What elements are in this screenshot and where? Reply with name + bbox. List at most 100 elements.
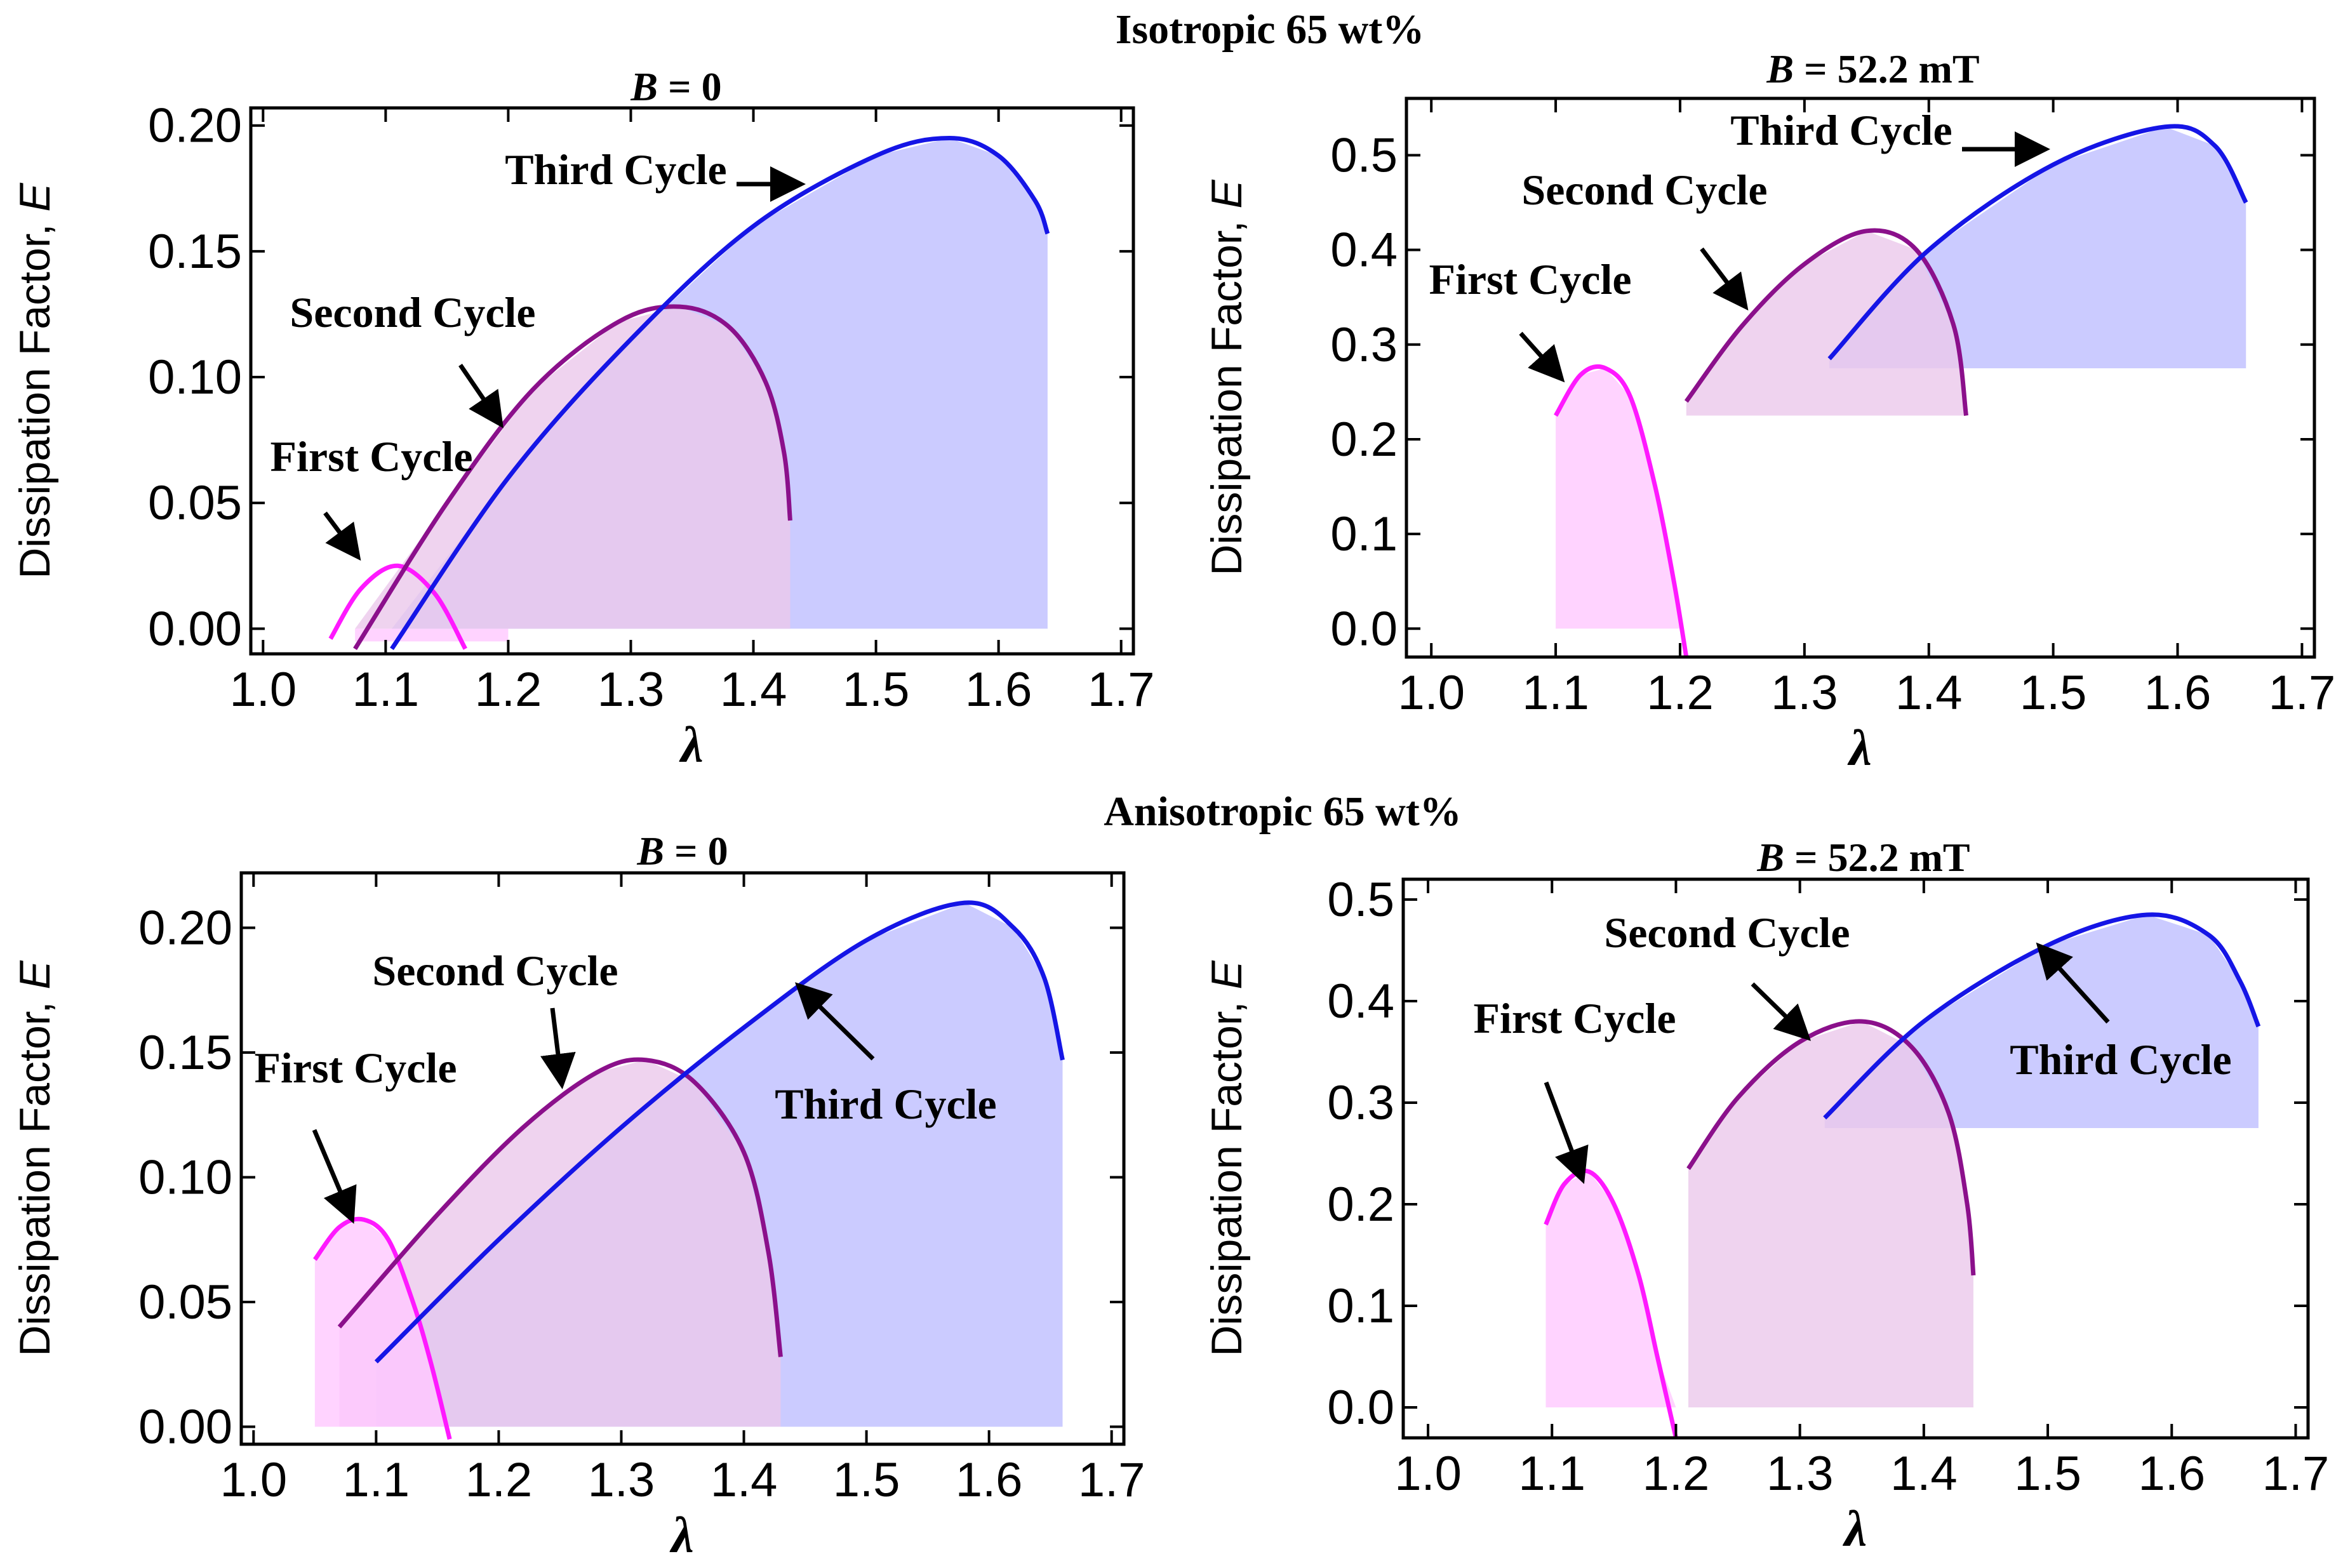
x-tick-label: 1.7 — [1088, 663, 1155, 717]
x-tick-label: 1.0 — [1398, 666, 1465, 720]
x-tick-label: 1.3 — [597, 663, 665, 717]
chart-title: B = 52.2 mT — [1766, 46, 1979, 91]
plot-area — [312, 900, 1065, 1440]
x-tick-label: 1.7 — [2262, 1447, 2330, 1501]
line-second-cycle — [1686, 1019, 1976, 1276]
row-title-isotropic: Isotropic 65 wt% — [1116, 6, 1424, 53]
fill-second-cycle — [339, 1060, 781, 1427]
y-tick-label: 0.10 — [148, 350, 242, 404]
y-tick-label: 0.1 — [1327, 1279, 1394, 1333]
y-tick-label: 0.05 — [148, 476, 242, 530]
annotation-label: First Cycle — [1473, 994, 1676, 1042]
plot-area — [1554, 124, 2248, 657]
x-tick-label: 1.0 — [220, 1453, 287, 1507]
x-tick-label: 1.0 — [1394, 1447, 1462, 1501]
line-first-cycle — [312, 1216, 452, 1440]
y-tick-label: 0.3 — [1330, 318, 1398, 372]
y-tick-label: 0.5 — [1327, 873, 1394, 927]
x-tick-label: 1.0 — [229, 663, 297, 717]
x-tick-label: 1.7 — [1078, 1453, 1145, 1507]
annotation-arrow — [795, 982, 875, 1061]
annotation-label: First Cycle — [1429, 255, 1631, 303]
y-tick-label: 0.05 — [138, 1275, 232, 1329]
x-tick-label: 1.4 — [720, 663, 787, 717]
annotation-arrow — [458, 364, 504, 429]
plot-area — [328, 136, 1050, 651]
x-tick-label: 1.3 — [1771, 666, 1838, 720]
plot-frame — [1401, 877, 2310, 1440]
annotation-arrow — [1751, 982, 1812, 1041]
annotation-label: Third Cycle — [505, 145, 726, 194]
annotation-arrow — [312, 1129, 357, 1224]
chart-anisotropic-b52: 1.0 1.1 1.2 1.3 1.4 1.5 1.6 1.7 0.0 0.1 0.2 0.3 0.4 0… — [1203, 835, 2329, 1557]
fill-second-cycle — [1688, 1021, 1973, 1407]
x-tick-label: 1.1 — [1522, 666, 1589, 720]
annotation-arrow — [2036, 942, 2110, 1024]
x-axis-label: λ — [1843, 1501, 1867, 1557]
x-tick-label: 1.1 — [352, 663, 420, 717]
y-tick-label: 0.1 — [1330, 507, 1398, 561]
y-tick-label: 0.0 — [1327, 1381, 1394, 1435]
y-tick-label: 0.15 — [138, 1026, 232, 1080]
annotation-label: First Cycle — [254, 1044, 457, 1092]
y-axis-label: Dissipation Factor, E — [11, 183, 59, 579]
x-tick-label: 1.6 — [965, 663, 1032, 717]
fill-second-cycle — [1686, 230, 1966, 416]
y-tick-label: 0.00 — [148, 602, 242, 656]
line-third-cycle — [374, 900, 1065, 1364]
chart-title: B = 0 — [636, 828, 728, 874]
x-tick-label: 1.5 — [833, 1453, 900, 1507]
fill-first-cycle — [355, 628, 509, 642]
x-tick-label: 1.5 — [2014, 1447, 2081, 1501]
y-tick-label: 0.00 — [138, 1400, 232, 1454]
row-title-anisotropic: Anisotropic 65 wt% — [1104, 788, 1461, 835]
chart-title: B = 0 — [630, 64, 721, 109]
annotation-arrow — [540, 1007, 576, 1089]
y-axis-label: Dissipation Factor, E — [11, 960, 59, 1357]
fill-first-cycle — [1556, 368, 1680, 629]
x-tick-label: 1.4 — [711, 1453, 778, 1507]
annotation-arrow — [1700, 247, 1749, 311]
plot-frame — [1405, 96, 2316, 659]
chart-isotropic-b0: 1.0 1.1 1.2 1.3 1.4 1.5 1.6 1.7 0.00 0.05 0.10 0.15… — [11, 64, 1155, 773]
line-first-cycle — [328, 563, 467, 650]
y-axis-label: Dissipation Factor, E — [1203, 960, 1251, 1357]
y-tick-label: 0.2 — [1327, 1178, 1394, 1232]
y-tick-label: 0.15 — [148, 225, 242, 279]
chart-title: B = 52.2 mT — [1756, 835, 1970, 880]
plot-frame — [249, 106, 1135, 656]
line-second-cycle — [353, 304, 792, 650]
annotation-label: Third Cycle — [2010, 1035, 2231, 1084]
x-tick-label: 1.1 — [1518, 1447, 1585, 1501]
y-tick-label: 0.4 — [1327, 974, 1394, 1028]
annotation-arrow — [1544, 1081, 1589, 1185]
chart-anisotropic-b0: 1.0 1.1 1.2 1.3 1.4 1.5 1.6 1.7 0.00 0.05 0.10 0.15… — [11, 828, 1145, 1564]
annotation-arrow — [1519, 331, 1565, 383]
x-axis-label: λ — [679, 717, 704, 773]
x-tick-label: 1.6 — [956, 1453, 1023, 1507]
line-third-cycle — [1827, 124, 2248, 361]
x-tick-label: 1.6 — [2138, 1447, 2205, 1501]
x-tick-label: 1.6 — [2144, 666, 2212, 720]
x-tick-label: 1.2 — [1643, 1447, 1710, 1501]
line-second-cycle — [1684, 228, 1968, 416]
y-tick-label: 0.5 — [1330, 128, 1398, 182]
x-tick-label: 1.1 — [343, 1453, 410, 1507]
line-third-cycle — [390, 136, 1050, 651]
y-tick-label: 0.2 — [1330, 413, 1398, 467]
annotation-label: Third Cycle — [1730, 106, 1952, 154]
y-tick-label: 0.10 — [138, 1150, 232, 1204]
x-tick-label: 1.3 — [1766, 1447, 1834, 1501]
x-axis-label: λ — [669, 1508, 694, 1564]
annotation-label: Second Cycle — [1521, 166, 1767, 214]
x-tick-label: 1.2 — [465, 1453, 533, 1507]
y-axis-label: Dissipation Factor, E — [1203, 180, 1251, 576]
y-tick-label: 0.0 — [1330, 602, 1398, 656]
x-tick-label: 1.7 — [2269, 666, 2336, 720]
fill-first-cycle — [314, 1219, 450, 1427]
x-tick-label: 1.5 — [2020, 666, 2087, 720]
annotation-label: Second Cycle — [372, 947, 618, 995]
fill-first-cycle — [1545, 1171, 1688, 1407]
x-axis-label: λ — [1847, 721, 1872, 776]
